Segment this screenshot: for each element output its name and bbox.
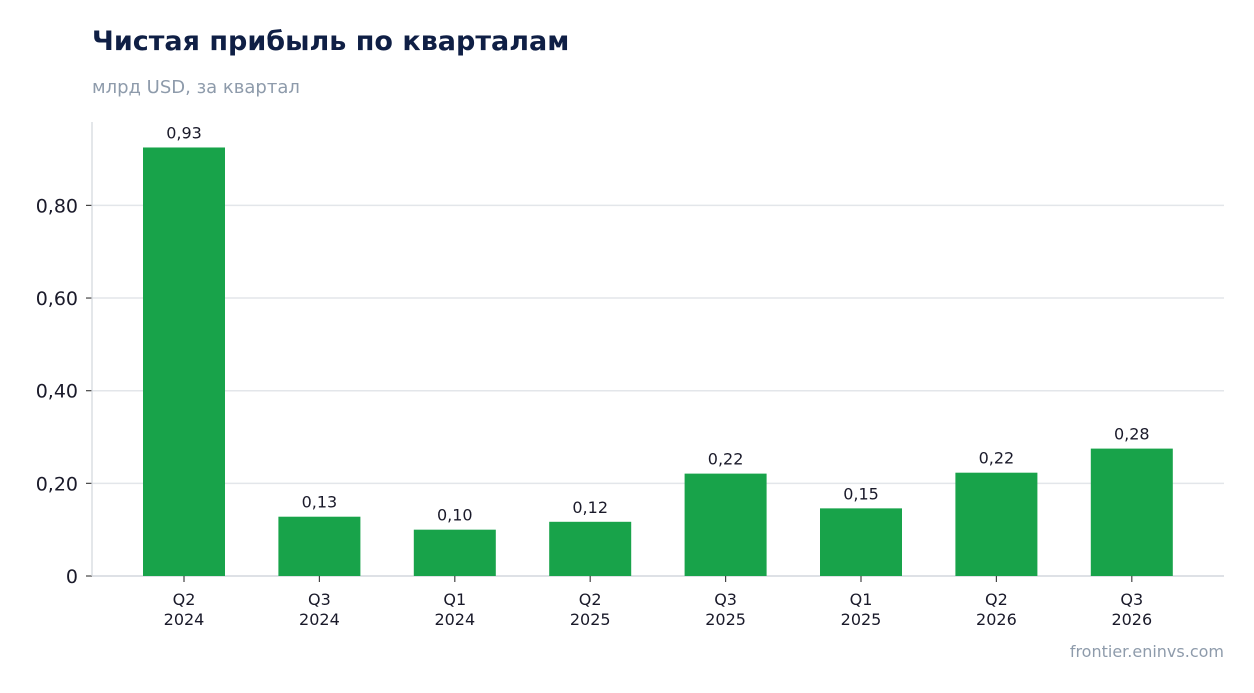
x-tick-label-quarter: Q2 [579, 590, 602, 609]
bar [143, 147, 225, 576]
x-tick-label-year: 2025 [705, 610, 746, 629]
y-tick-label: 0,60 [36, 288, 78, 310]
x-tick-label-year: 2025 [841, 610, 882, 629]
chart-subtitle: млрд USD, за квартал [92, 77, 300, 98]
bar [1090, 448, 1173, 576]
x-tick-label-quarter: Q3 [1120, 590, 1143, 609]
data-label: 0,28 [1114, 425, 1150, 444]
bar [684, 473, 767, 576]
x-tick-label-year: 2026 [976, 610, 1017, 629]
x-tick-label-quarter: Q1 [850, 590, 873, 609]
y-tick-label: 0,40 [36, 381, 78, 403]
bars [143, 147, 1173, 576]
data-label: 0,10 [437, 506, 473, 525]
y-tick-label: 0 [66, 566, 78, 588]
bar [955, 472, 1038, 576]
bar [820, 508, 902, 576]
grid-lines [92, 204, 1224, 485]
data-label: 0,22 [979, 449, 1015, 468]
data-label: 0,22 [708, 450, 744, 469]
x-tick-label-quarter: Q1 [443, 590, 466, 609]
bar [278, 516, 361, 576]
x-tick-label-year: 2024 [299, 610, 340, 629]
y-tick-label: 0,20 [36, 473, 78, 495]
x-tick-label-quarter: Q2 [985, 590, 1008, 609]
chart-title: Чистая прибыль по кварталам [92, 26, 570, 57]
x-tick-label-quarter: Q3 [308, 590, 331, 609]
axes [86, 122, 1224, 582]
source-credit: frontier.eninvs.com [1069, 642, 1224, 661]
bar [549, 521, 632, 576]
x-tick-label-quarter: Q2 [173, 590, 196, 609]
labels: 00,200,400,600,800,93Q220240,13Q320240,1… [36, 123, 1152, 629]
x-tick-label-year: 2025 [570, 610, 611, 629]
x-tick-label-year: 2024 [164, 610, 205, 629]
data-label: 0,13 [302, 493, 338, 512]
data-label: 0,15 [843, 484, 879, 503]
data-label: 0,12 [572, 498, 608, 517]
data-label: 0,93 [166, 123, 202, 142]
y-tick-label: 0,80 [36, 195, 78, 217]
x-tick-label-year: 2024 [434, 610, 475, 629]
x-tick-label-year: 2026 [1111, 610, 1152, 629]
x-tick-label-quarter: Q3 [714, 590, 737, 609]
bar [413, 529, 496, 576]
